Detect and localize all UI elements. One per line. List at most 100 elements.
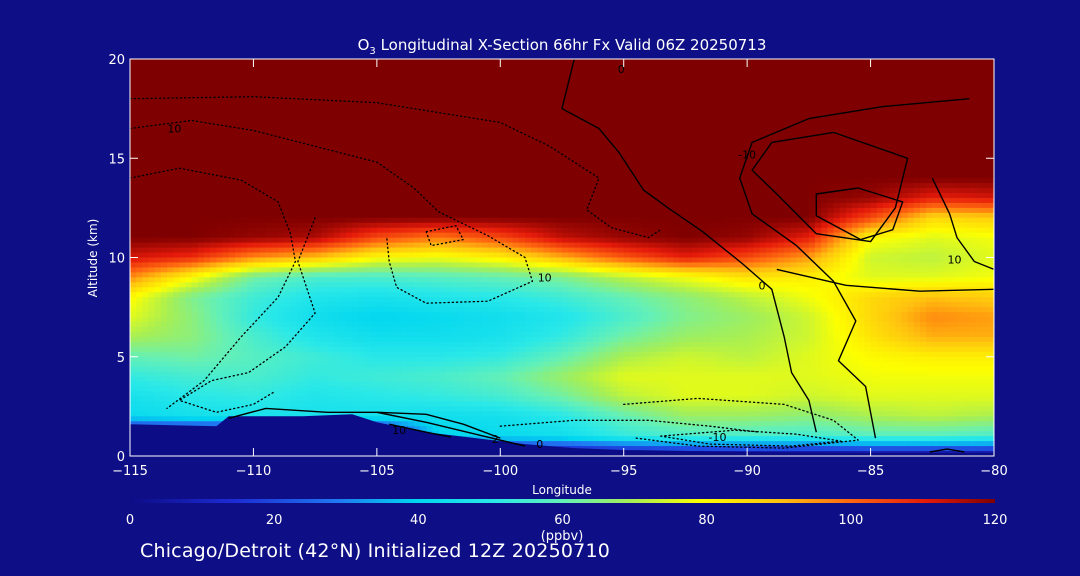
heatmap-cell	[802, 207, 810, 214]
heatmap-cell	[815, 192, 822, 199]
heatmap-cell	[234, 123, 242, 130]
heatmap-cell	[506, 123, 514, 130]
heatmap-cell	[290, 59, 298, 65]
heatmap-cell	[815, 103, 822, 110]
heatmap-cell	[969, 98, 977, 105]
heatmap-cell	[481, 178, 489, 184]
heatmap-cell	[654, 118, 662, 125]
heatmap-cell	[784, 153, 791, 159]
heatmap-cell	[839, 123, 847, 130]
heatmap-cell	[512, 168, 520, 174]
heatmap-cell	[204, 78, 211, 85]
heatmap-cell	[370, 98, 378, 105]
heatmap-cell	[265, 222, 273, 229]
heatmap-cell	[660, 88, 668, 95]
heatmap-cell	[339, 63, 347, 70]
heatmap-cell	[167, 202, 174, 209]
heatmap-cell	[864, 143, 872, 149]
heatmap-cell	[956, 113, 964, 120]
heatmap-cell	[932, 88, 940, 95]
heatmap-cell	[617, 128, 625, 135]
heatmap-cell	[697, 133, 705, 139]
heatmap-cell	[389, 133, 396, 139]
heatmap-cell	[636, 153, 643, 159]
heatmap-cell	[253, 113, 261, 120]
heatmap-cell	[636, 188, 643, 194]
heatmap-cell	[370, 123, 378, 130]
heatmap-cell	[531, 128, 538, 135]
heatmap-cell	[586, 183, 594, 189]
heatmap-cell	[778, 217, 785, 224]
heatmap-cell	[611, 197, 619, 204]
heatmap-cell	[296, 63, 304, 70]
heatmap-cell	[907, 133, 915, 139]
heatmap-cell	[623, 148, 631, 154]
heatmap-cell	[734, 212, 742, 219]
heatmap-cell	[339, 197, 347, 204]
heatmap-cell	[383, 227, 390, 234]
heatmap-cell	[889, 168, 896, 174]
heatmap-cell	[302, 158, 310, 164]
heatmap-cell	[654, 123, 662, 130]
heatmap-cell	[204, 63, 211, 70]
heatmap-cell	[716, 163, 724, 169]
heatmap-cell	[654, 143, 662, 149]
heatmap-cell	[691, 192, 699, 199]
heatmap-cell	[568, 113, 575, 120]
heatmap-cell	[858, 212, 865, 219]
heatmap-cell	[537, 73, 545, 80]
heatmap-cell	[241, 83, 248, 90]
heatmap-cell	[599, 143, 606, 149]
heatmap-cell	[154, 123, 162, 130]
heatmap-cell	[222, 168, 230, 174]
heatmap-cell	[494, 207, 501, 214]
heatmap-cell	[376, 232, 384, 239]
heatmap-cell	[438, 123, 446, 130]
heatmap-cell	[234, 143, 242, 149]
heatmap-cell	[426, 123, 433, 130]
heatmap-cell	[580, 227, 588, 234]
heatmap-cell	[438, 173, 446, 179]
heatmap-cell	[401, 217, 409, 224]
heatmap-cell	[913, 63, 921, 70]
heatmap-cell	[383, 158, 390, 164]
heatmap-cell	[500, 98, 508, 105]
heatmap-cell	[537, 78, 545, 85]
heatmap-cell	[438, 133, 446, 139]
heatmap-cell	[679, 188, 687, 194]
heatmap-cell	[537, 217, 545, 224]
heatmap-cell	[376, 202, 384, 209]
heatmap-cell	[555, 138, 563, 144]
heatmap-cell	[845, 98, 853, 105]
heatmap-cell	[210, 217, 217, 224]
heatmap-cell	[759, 227, 767, 234]
heatmap-cell	[907, 188, 915, 194]
heatmap-cell	[549, 183, 557, 189]
heatmap-cell	[703, 163, 711, 169]
heatmap-cell	[555, 68, 563, 75]
heatmap-cell	[629, 197, 637, 204]
heatmap-cell	[654, 192, 662, 199]
heatmap-cell	[827, 133, 835, 139]
heatmap-cell	[518, 217, 526, 224]
heatmap-cell	[710, 192, 717, 199]
heatmap-cell	[154, 158, 162, 164]
heatmap-cell	[253, 178, 261, 184]
heatmap-cell	[821, 178, 828, 184]
heatmap-cell	[864, 59, 872, 65]
heatmap-cell	[660, 153, 668, 159]
heatmap-cell	[685, 212, 693, 219]
heatmap-cell	[401, 118, 409, 125]
heatmap-cell	[592, 168, 600, 174]
heatmap-cell	[475, 222, 483, 229]
heatmap-cell	[975, 123, 983, 130]
heatmap-cell	[747, 59, 754, 65]
heatmap-cell	[432, 143, 440, 149]
heatmap-cell	[537, 143, 545, 149]
heatmap-cell	[716, 93, 724, 100]
heatmap-cell	[148, 202, 156, 209]
heatmap-cell	[339, 168, 347, 174]
heatmap-cell	[759, 113, 767, 120]
heatmap-cell	[580, 93, 588, 100]
heatmap-cell	[160, 217, 168, 224]
